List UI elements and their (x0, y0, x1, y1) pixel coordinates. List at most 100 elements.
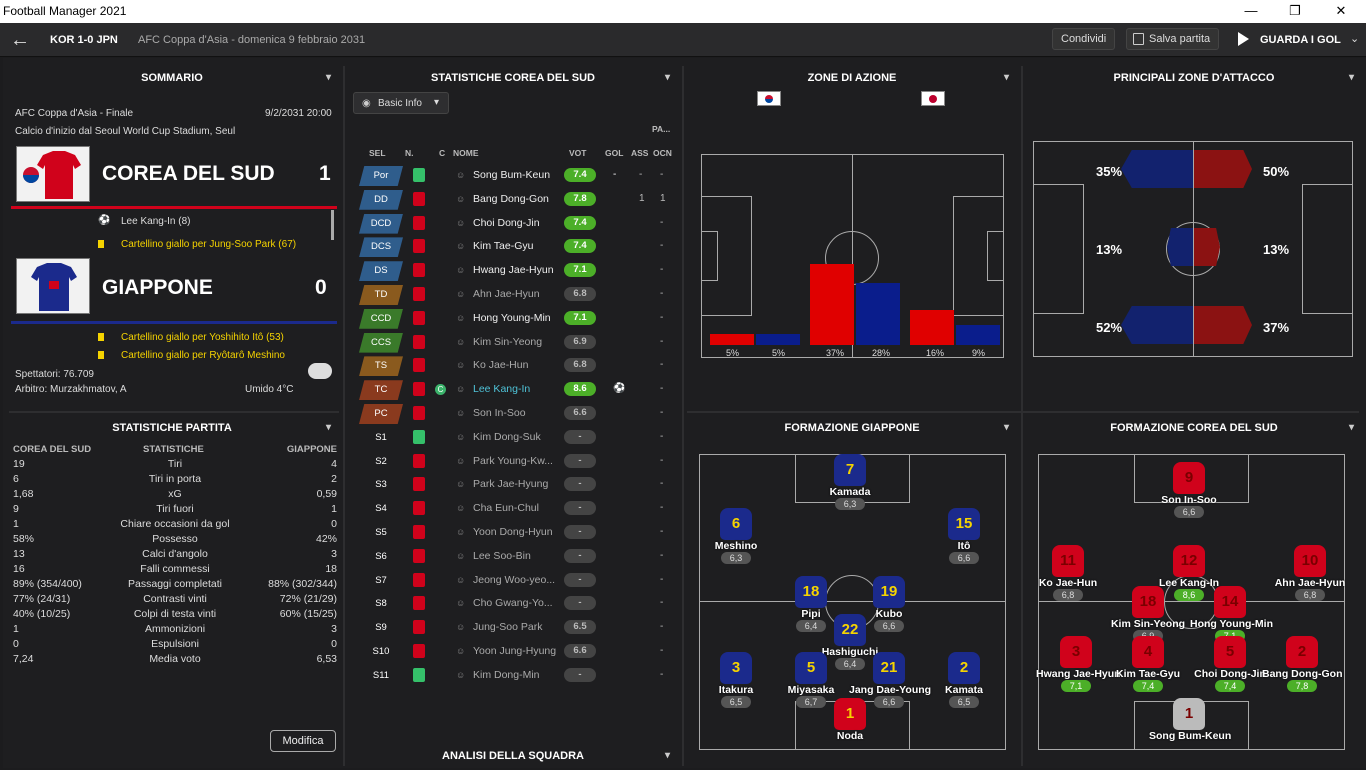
formation-player[interactable]: 2 Kamata 6,5 (924, 652, 1004, 708)
formation-player[interactable]: 12 Lee Kang-In 8,6 (1149, 545, 1229, 601)
player-name[interactable]: Hwang Jae-Hyun (473, 264, 554, 277)
player-row[interactable]: CCS ☺ Kim Sin-Yeong 6.9 - (355, 331, 683, 354)
scrollbar-thumb[interactable] (331, 210, 334, 240)
formation-player[interactable]: 3 Itakura 6,5 (696, 652, 776, 708)
player-name[interactable]: Choi Dong-Jin (473, 216, 540, 229)
formation-korea-header[interactable]: FORMAZIONE COREA DEL SUD ▾ (1024, 414, 1364, 442)
player-row[interactable]: DCD ☺ Choi Dong-Jin 7.4 - (355, 212, 683, 235)
attack-zones-header[interactable]: PRINCIPALI ZONE D'ATTACCO ▾ (1024, 64, 1364, 92)
player-row[interactable]: DCS ☺ Kim Tae-Gyu 7.4 - (355, 235, 683, 258)
player-name[interactable]: Jung-Soo Park (473, 621, 543, 634)
match-stats-header[interactable]: STATISTICHE PARTITA ▾ (3, 414, 341, 442)
col-num-header[interactable]: N. (405, 148, 414, 158)
player-row[interactable]: CCD ☺ Hong Young-Min 7.1 - (355, 307, 683, 330)
formation-player[interactable]: 11 Ko Jae-Hun 6,8 (1028, 545, 1108, 601)
player-name[interactable]: Park Young-Kw... (473, 454, 553, 467)
col-pass-header[interactable]: PA... (652, 124, 671, 134)
player-name[interactable]: Yoon Jung-Hyung (473, 645, 557, 657)
col-goals-header[interactable]: GOL (605, 148, 624, 158)
minimize-button[interactable]: — (1244, 3, 1258, 18)
chevron-down-icon[interactable]: ▾ (664, 750, 670, 761)
player-row[interactable]: S6 ☺ Lee Soo-Bin - - (355, 545, 683, 568)
maximize-button[interactable]: ❐ (1289, 3, 1301, 18)
chevron-down-icon[interactable]: ▾ (1003, 72, 1009, 83)
watch-goals-button[interactable]: GUARDA I GOL (1260, 34, 1341, 46)
player-row[interactable]: PC ☺ Son In-Soo 6.6 - (355, 402, 683, 425)
player-name[interactable]: Yoon Dong-Hyun (473, 526, 553, 538)
formation-player[interactable]: 7 Kamada 6,3 (810, 454, 890, 510)
player-name[interactable]: Kim Tae-Gyu (473, 240, 534, 253)
formation-player[interactable]: 19 Kubo 6,6 (849, 576, 929, 632)
player-name[interactable]: Park Jae-Hyung (473, 478, 549, 491)
close-button[interactable]: ✕ (1335, 3, 1347, 18)
chevron-down-icon[interactable]: ▾ (325, 72, 331, 83)
player-name[interactable]: Jeong Woo-yeo... (473, 573, 556, 586)
player-row[interactable]: S8 ☺ Cho Gwang-Yo... - - (355, 592, 683, 615)
player-row[interactable]: S7 ☺ Jeong Woo-yeo... - - (355, 569, 683, 592)
formation-player[interactable]: 15 Itô 6,6 (924, 508, 1004, 564)
player-name[interactable]: Ahn Jae-Hyun (473, 288, 540, 300)
formation-player[interactable]: 4 Kim Tae-Gyu 7,4 (1108, 636, 1188, 692)
col-rating-header[interactable]: VOT (569, 148, 587, 158)
edit-button[interactable]: Modifica (270, 730, 336, 752)
player-row[interactable]: TS ☺ Ko Jae-Hun 6.8 - (355, 354, 683, 377)
player-name[interactable]: Kim Dong-Min (473, 668, 540, 681)
player-name[interactable]: Kim Dong-Suk (473, 430, 541, 443)
formation-player[interactable]: 6 Meshino 6,3 (696, 508, 776, 564)
player-row[interactable]: S11 ☺ Kim Dong-Min - - (355, 664, 683, 687)
player-row[interactable]: S9 ☺ Jung-Soo Park 6.5 - (355, 616, 683, 639)
player-row[interactable]: S5 ☺ Yoon Dong-Hyun - - (355, 521, 683, 544)
player-name[interactable]: Cho Gwang-Yo... (473, 597, 553, 610)
chevron-down-icon[interactable]: ▾ (1003, 422, 1009, 433)
player-row[interactable]: S2 ☺ Park Young-Kw... - - (355, 450, 683, 473)
formation-player[interactable]: 18 Pipi 6,4 (771, 576, 851, 632)
player-row[interactable]: S3 ☺ Park Jae-Hyung - - (355, 473, 683, 496)
player-row[interactable]: DD ☺ Bang Dong-Gon 7.8 1 1 (355, 188, 683, 211)
player-row[interactable]: S4 ☺ Cha Eun-Chul - - (355, 497, 683, 520)
player-name[interactable]: Hong Young-Min (473, 311, 551, 324)
player-row[interactable]: S10 ☺ Yoon Jung-Hyung 6.6 - (355, 640, 683, 663)
col-assists-header[interactable]: ASS (631, 148, 649, 158)
col-captain-header[interactable]: C (439, 148, 446, 158)
team-stats-header[interactable]: STATISTICHE COREA DEL SUD ▾ (346, 64, 680, 92)
chevron-down-icon[interactable]: ▾ (1348, 422, 1354, 433)
player-name[interactable]: Kim Sin-Yeong (473, 335, 543, 348)
save-match-button[interactable]: Salva partita (1126, 28, 1220, 50)
team-analysis-header[interactable]: ANALISI DELLA SQUADRA ▾ (346, 742, 680, 770)
chevron-down-icon[interactable]: ▾ (664, 72, 670, 83)
player-name[interactable]: Cha Eun-Chul (473, 502, 539, 515)
back-arrow-icon[interactable]: ← (10, 29, 30, 51)
player-row[interactable]: TC C ☺ Lee Kang-In 8.6 ⚽ - (355, 378, 683, 401)
player-name[interactable]: Ko Jae-Hun (473, 359, 529, 372)
summary-header[interactable]: SOMMARIO ▾ (3, 64, 341, 92)
player-name[interactable]: Song Bum-Keun (473, 169, 551, 181)
player-row[interactable]: Por ☺ Song Bum-Keun 7.4 - - - (355, 164, 683, 187)
formation-player[interactable]: 10 Ahn Jae-Hyun 6,8 (1270, 545, 1350, 601)
formation-player[interactable]: 1 Noda (810, 698, 890, 742)
player-name[interactable]: Lee Kang-In (473, 383, 531, 396)
player-name[interactable]: Son In-Soo (473, 407, 526, 419)
col-name-header[interactable]: NOME (453, 148, 479, 158)
view-selector[interactable]: ◉ Basic Info ▾ (353, 92, 449, 114)
player-row[interactable]: S1 ☺ Kim Dong-Suk - - (355, 426, 683, 449)
formation-player[interactable]: 5 Choi Dong-Jin 7,4 (1190, 636, 1270, 692)
formation-player[interactable]: 1 Song Bum-Keun (1149, 698, 1231, 742)
player-name[interactable]: Lee Soo-Bin (473, 549, 531, 562)
formation-player[interactable]: 5 Miyasaka 6,7 (771, 652, 851, 708)
formation-player[interactable]: 3 Hwang Jae-Hyun 7,1 (1036, 636, 1121, 692)
player-name[interactable]: Bang Dong-Gon (473, 192, 549, 205)
chevron-down-icon[interactable]: ⌄ (1350, 33, 1360, 45)
formation-japan-header[interactable]: FORMAZIONE GIAPPONE ▾ (685, 414, 1019, 442)
player-row[interactable]: TD ☺ Ahn Jae-Hyun 6.8 - (355, 283, 683, 306)
chevron-down-icon[interactable]: ▾ (1348, 72, 1354, 83)
player-row[interactable]: DS ☺ Hwang Jae-Hyun 7.1 - (355, 259, 683, 282)
formation-player[interactable]: 21 Jang Dae-Young 6,6 (849, 652, 931, 708)
action-zones-header[interactable]: ZONE DI AZIONE ▾ (685, 64, 1019, 92)
chevron-down-icon[interactable]: ▾ (325, 422, 331, 433)
col-chances-header[interactable]: OCN (653, 148, 672, 158)
formation-player[interactable]: 22 Hashiguchi 6,4 (810, 614, 890, 670)
share-button[interactable]: Condividi (1052, 28, 1116, 50)
col-sel-header[interactable]: SEL (369, 148, 386, 158)
